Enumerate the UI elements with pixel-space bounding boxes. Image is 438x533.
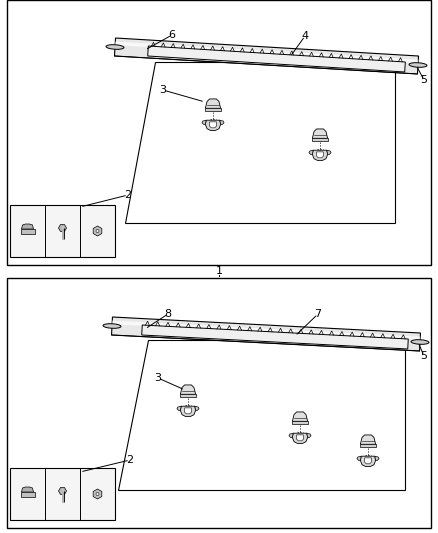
Polygon shape xyxy=(292,421,307,424)
Polygon shape xyxy=(202,120,206,124)
Text: 4: 4 xyxy=(301,31,308,41)
Polygon shape xyxy=(142,325,408,349)
Polygon shape xyxy=(148,46,405,72)
Text: 3: 3 xyxy=(155,373,162,383)
Ellipse shape xyxy=(96,492,99,496)
Polygon shape xyxy=(205,120,221,131)
Text: 3: 3 xyxy=(159,85,166,95)
Polygon shape xyxy=(360,456,376,466)
Polygon shape xyxy=(357,456,361,461)
Polygon shape xyxy=(177,406,181,410)
Bar xyxy=(7,0,431,265)
Polygon shape xyxy=(112,321,420,340)
Polygon shape xyxy=(59,488,67,495)
Text: 2: 2 xyxy=(124,190,131,200)
Polygon shape xyxy=(309,150,313,155)
Text: 8: 8 xyxy=(164,309,172,319)
Polygon shape xyxy=(297,435,304,441)
Polygon shape xyxy=(21,229,35,234)
Polygon shape xyxy=(360,435,376,445)
Polygon shape xyxy=(180,385,196,394)
Ellipse shape xyxy=(411,340,429,344)
Polygon shape xyxy=(93,489,102,499)
Polygon shape xyxy=(114,38,419,74)
Polygon shape xyxy=(289,433,293,438)
Polygon shape xyxy=(210,122,216,128)
Bar xyxy=(10,205,115,257)
Polygon shape xyxy=(59,224,67,231)
Polygon shape xyxy=(327,150,331,155)
Polygon shape xyxy=(21,492,35,497)
Text: 2: 2 xyxy=(127,455,134,465)
Polygon shape xyxy=(220,120,224,124)
Bar xyxy=(10,468,115,520)
Polygon shape xyxy=(360,445,376,447)
Text: 1: 1 xyxy=(215,266,223,276)
Polygon shape xyxy=(292,412,307,421)
Polygon shape xyxy=(312,138,328,141)
Polygon shape xyxy=(115,42,418,63)
Polygon shape xyxy=(312,129,328,138)
Polygon shape xyxy=(21,487,33,492)
Ellipse shape xyxy=(103,324,121,328)
Polygon shape xyxy=(364,458,371,464)
Text: 5: 5 xyxy=(420,75,427,85)
Polygon shape xyxy=(118,340,405,490)
Polygon shape xyxy=(180,406,196,416)
Bar xyxy=(7,278,431,528)
Polygon shape xyxy=(375,456,379,461)
Ellipse shape xyxy=(409,63,427,67)
Polygon shape xyxy=(180,394,196,397)
Polygon shape xyxy=(112,317,420,351)
Ellipse shape xyxy=(96,230,99,232)
Polygon shape xyxy=(195,406,199,410)
Polygon shape xyxy=(317,152,323,158)
Text: 7: 7 xyxy=(314,309,321,319)
Polygon shape xyxy=(93,226,102,236)
Polygon shape xyxy=(205,108,221,111)
Polygon shape xyxy=(184,408,191,414)
Polygon shape xyxy=(312,150,328,160)
Ellipse shape xyxy=(106,45,124,50)
Text: 5: 5 xyxy=(420,351,427,361)
Text: 6: 6 xyxy=(169,30,176,40)
Polygon shape xyxy=(21,224,33,229)
Polygon shape xyxy=(205,99,221,108)
Polygon shape xyxy=(292,433,307,443)
Polygon shape xyxy=(125,62,395,223)
Polygon shape xyxy=(307,433,311,438)
